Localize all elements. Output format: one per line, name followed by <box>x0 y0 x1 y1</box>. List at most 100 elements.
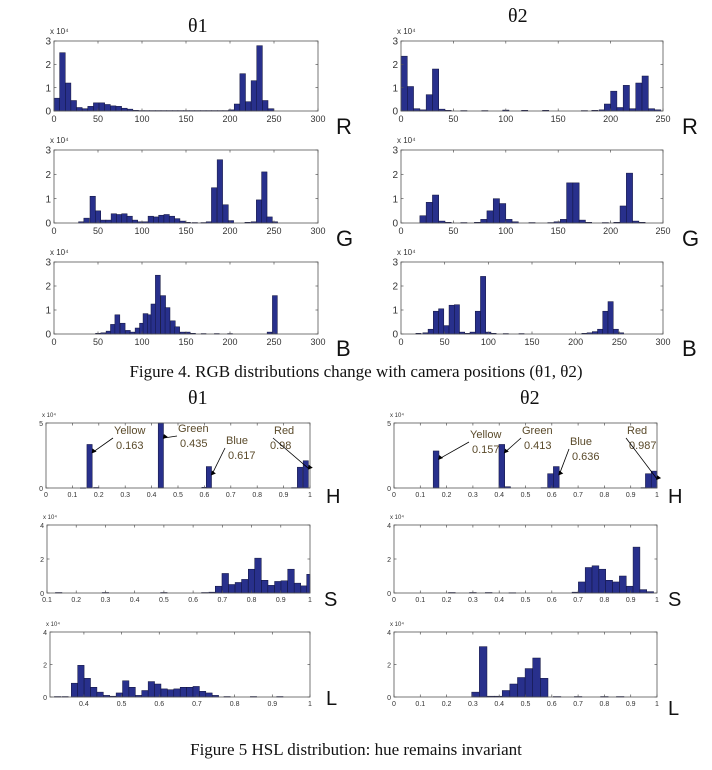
histogram-bar <box>498 444 505 489</box>
y-multiplier: x 10⁴ <box>50 27 69 36</box>
axes-box <box>53 261 319 335</box>
y-tick-label: 4 <box>387 630 391 637</box>
histogram-bar <box>147 215 154 224</box>
histogram-H2: 0 0.1 0.2 0.3 0.4 0.5 0.6 0.7 0.8 0.9 1 0 5 x 10⁴ H Yel… <box>387 412 682 508</box>
x-tick-label: 0 <box>392 701 396 708</box>
histogram-bar <box>605 580 613 594</box>
y-tick-label: 4 <box>40 523 44 530</box>
arrowhead-icon <box>656 475 662 481</box>
axes-box <box>53 40 319 112</box>
fig4-title-theta1: θ1 <box>188 15 208 37</box>
y-tick-label: 3 <box>392 146 398 157</box>
histogram-bar <box>448 304 455 335</box>
axes-box <box>400 40 664 112</box>
histogram-bar <box>509 683 518 698</box>
annotation-hue-value: 0.163 <box>116 440 144 452</box>
histogram-bar <box>261 171 268 224</box>
annotation-hue-value: 0.435 <box>180 438 208 450</box>
x-tick-label: 0 <box>392 597 396 604</box>
x-tick-label: 0.4 <box>494 701 504 708</box>
histogram-bar <box>267 585 275 594</box>
x-tick-label: 50 <box>93 337 103 347</box>
y-tick-label: 3 <box>45 146 51 157</box>
x-tick-label: 250 <box>655 114 670 124</box>
x-tick-label: 150 <box>524 337 539 347</box>
histogram-bar <box>407 86 414 112</box>
histogram-H1: 0 0.1 0.2 0.3 0.4 0.5 0.6 0.7 0.8 0.9 1 0 5 x 10⁴ H Yel… <box>39 412 340 508</box>
y-tick-label: 0 <box>39 486 43 493</box>
histogram-bar <box>186 687 194 698</box>
histogram-bar <box>221 573 229 594</box>
histogram-bar <box>141 690 149 698</box>
x-tick-label: 300 <box>310 337 325 347</box>
annotation-hue-value: 0.98 <box>270 440 291 452</box>
histogram-bar <box>96 691 104 698</box>
histogram-bar <box>214 585 223 594</box>
histogram-bar <box>306 574 311 594</box>
histogram-bar <box>83 217 90 224</box>
histogram-bar <box>639 589 647 594</box>
histogram-B1: 0 50 100 150 200 250 300 0 1 2 3x 10⁴ B <box>45 248 350 361</box>
histogram-bar <box>261 580 269 594</box>
x-tick-label: 0.6 <box>547 701 557 708</box>
y-multiplier: x 10⁴ <box>390 621 404 628</box>
annotation-color-name: Yellow <box>114 425 145 437</box>
histogram-bar <box>168 215 175 224</box>
annotation-color-name: Green <box>522 425 553 437</box>
histogram-bar <box>474 310 481 335</box>
x-tick-label: 100 <box>134 337 149 347</box>
x-tick-label: 200 <box>568 337 583 347</box>
annotation-arrow <box>272 437 310 470</box>
x-tick-label: 150 <box>178 337 193 347</box>
histogram-bar <box>517 677 526 698</box>
x-tick-label: 0.3 <box>468 701 478 708</box>
histogram-bar <box>153 216 160 224</box>
x-tick-label: 200 <box>222 337 237 347</box>
histogram-bar <box>147 681 155 698</box>
x-tick-label: 100 <box>498 114 513 124</box>
x-tick-label: 0.2 <box>442 492 452 499</box>
histogram-bar <box>584 567 593 594</box>
histogram-bar <box>266 216 273 224</box>
x-tick-label: 0.2 <box>94 492 104 499</box>
annotation-arrow <box>438 441 470 460</box>
y-tick-label: 0 <box>45 219 51 230</box>
arrowhead-icon <box>307 464 313 470</box>
y-tick-label: 1 <box>45 194 51 205</box>
x-tick-label: 0.1 <box>68 492 78 499</box>
x-tick-label: 0 <box>398 337 403 347</box>
channel-label: R <box>682 114 698 139</box>
y-tick-label: 0 <box>45 330 51 341</box>
annotation-arrow <box>92 437 114 453</box>
x-tick-label: 0.3 <box>101 597 111 604</box>
y-tick-label: 2 <box>45 60 51 71</box>
histogram-bar <box>616 107 624 112</box>
histogram-bar <box>597 328 603 335</box>
histogram-bar <box>115 106 122 112</box>
histogram-S2: 0 0.1 0.2 0.3 0.4 0.5 0.6 0.7 0.8 0.9 1 0 2 4 x 10⁴ S <box>387 514 681 611</box>
histogram-bar <box>87 106 94 112</box>
x-tick-label: 0 <box>392 492 396 499</box>
x-tick-label: 0.9 <box>267 701 277 708</box>
y-tick-label: 3 <box>45 37 51 48</box>
histogram-bar <box>163 214 170 224</box>
histogram-bar <box>578 581 586 594</box>
histogram-bar <box>612 581 620 594</box>
y-tick-label: 2 <box>392 60 398 71</box>
histogram-bar <box>211 187 218 224</box>
histogram-bar <box>635 82 643 112</box>
y-multiplier: x 10⁴ <box>397 27 416 36</box>
histogram-bar <box>607 301 614 335</box>
histogram-bar <box>248 568 256 594</box>
annotation-hue-value: 0.413 <box>524 440 552 452</box>
x-tick-label: 0.5 <box>117 701 127 708</box>
histogram-bar <box>154 683 162 698</box>
x-tick-label: 0.6 <box>154 701 164 708</box>
x-tick-label: 0.3 <box>468 597 478 604</box>
x-tick-label: 1 <box>655 492 659 499</box>
x-tick-label: 0.4 <box>130 597 140 604</box>
annotation-color-name: Green <box>178 423 209 435</box>
histogram-bar <box>419 215 427 224</box>
histogram-bar <box>157 422 164 489</box>
y-multiplier: x 10⁴ <box>50 248 69 257</box>
